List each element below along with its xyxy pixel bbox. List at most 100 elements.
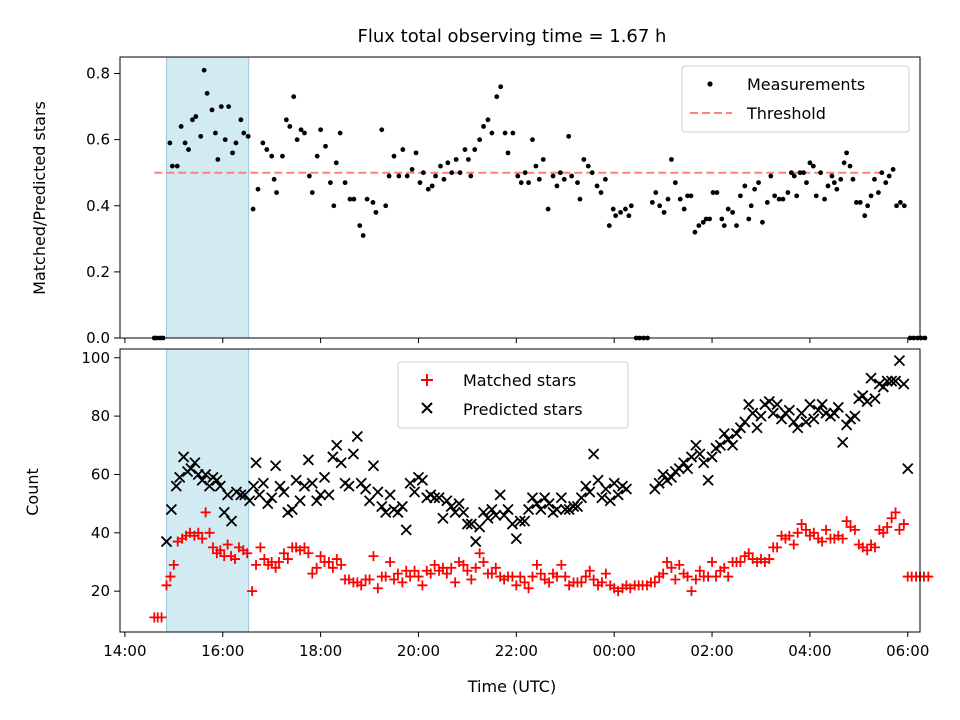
predicted-star-point (335, 457, 347, 469)
matched-star-point (299, 542, 310, 553)
predicted-star-point (470, 535, 482, 548)
measurement-point (515, 173, 521, 179)
predicted-star-point (722, 433, 734, 446)
measurement-point (360, 233, 366, 238)
measurement-point (703, 216, 709, 222)
x-tick-label: 22:00 (495, 642, 538, 660)
matched-star-point (519, 577, 530, 588)
predicted-star-point (269, 460, 282, 472)
predicted-star-point (257, 477, 270, 489)
predicted-star-point (730, 427, 743, 440)
matched-star-point (380, 571, 391, 582)
predicted-star-point (751, 422, 763, 434)
predicted-star-point (747, 407, 759, 419)
measurement-point (688, 193, 694, 199)
measurement-point (707, 216, 713, 222)
predicted-star-point (392, 506, 404, 519)
top-legend-box (681, 65, 910, 133)
measurement-point (847, 163, 853, 169)
predicted-star-point (808, 413, 820, 425)
measurement-point (788, 170, 794, 176)
predicted-star-point (551, 503, 563, 516)
predicted-star-point (685, 451, 698, 463)
predicted-star-point (620, 483, 633, 495)
measurement-point (569, 173, 575, 179)
measurement-point (868, 193, 874, 199)
predicted-star-point (571, 500, 584, 513)
measurement-point (337, 130, 343, 136)
matched-star-point (255, 542, 266, 553)
measurement-point (230, 150, 235, 156)
measurement-point (318, 127, 324, 133)
matched-star-point (580, 571, 591, 582)
predicted-star-point (649, 483, 661, 495)
measurement-point (922, 335, 928, 341)
predicted-star-point (367, 460, 380, 472)
predicted-star-point (612, 489, 624, 501)
measurement-point (898, 200, 903, 205)
top-y-tick-label: 0.8 (86, 65, 110, 83)
predicted-star-point (477, 506, 490, 519)
x-tick-label: 00:00 (593, 642, 636, 660)
measurement-point (347, 196, 353, 202)
matched-star-point (229, 554, 240, 565)
predicted-star-point (714, 439, 727, 451)
matched-star-point (331, 554, 342, 565)
x-tick-label: 20:00 (397, 642, 440, 660)
matched-star-point (735, 556, 746, 567)
x-tick-label: 04:00 (788, 642, 831, 660)
predicted-star-point (314, 489, 327, 501)
predicted-star-point (177, 451, 190, 463)
predicted-star-point (681, 462, 694, 475)
measurement-point (226, 104, 232, 109)
predicted-star-point (816, 398, 828, 411)
matched-star-point (429, 559, 440, 570)
measurement-point (417, 180, 423, 186)
measurement-point (370, 200, 376, 205)
matched-star-point (531, 559, 542, 570)
matched-star-point (923, 571, 934, 582)
bottom-y-tick-label: 80 (91, 407, 110, 425)
measurement-point (653, 190, 659, 195)
matched-star-point (723, 571, 734, 582)
matched-star-point (784, 530, 795, 541)
measurement-point (768, 173, 774, 179)
measurement-point (386, 173, 392, 179)
measurement-point (862, 213, 868, 219)
matched-star-point (242, 548, 253, 559)
measurement-point (198, 133, 204, 139)
predicted-star-point (510, 533, 522, 545)
matched-star-point (200, 507, 211, 518)
predicted-star-point (473, 521, 486, 533)
predicted-star-point (559, 503, 571, 516)
predicted-star-point (519, 515, 531, 527)
predicted-star-point (588, 448, 600, 460)
predicted-star-point (800, 416, 812, 428)
predicted-star-point (318, 471, 331, 484)
predicted-star-point (490, 509, 502, 521)
measurement-point (433, 173, 438, 179)
matched-star-point (707, 556, 718, 567)
measurement-point (193, 114, 199, 119)
measurement-point (748, 203, 754, 209)
matched-star-point (311, 562, 322, 573)
top-y-tick-label: 0.4 (86, 197, 110, 215)
predicted-star-point (380, 506, 392, 519)
matched-star-point (898, 519, 909, 530)
predicted-star-point (837, 436, 849, 448)
predicted-star-point (514, 515, 526, 527)
measurement-point (692, 229, 698, 235)
predicted-star-point (306, 477, 318, 489)
bottom-y-tick-label: 20 (91, 582, 110, 600)
predicted-star-point (575, 492, 588, 504)
measurement-point (269, 153, 275, 159)
predicted-star-point (302, 454, 315, 466)
measurement-point (420, 170, 426, 176)
predicted-star-point (222, 489, 234, 501)
measurement-point (721, 223, 727, 229)
x-tick-label: 02:00 (690, 642, 733, 660)
predicted-star-point (849, 410, 861, 422)
matched-star-point (368, 551, 379, 562)
predicted-star-point (734, 422, 747, 434)
